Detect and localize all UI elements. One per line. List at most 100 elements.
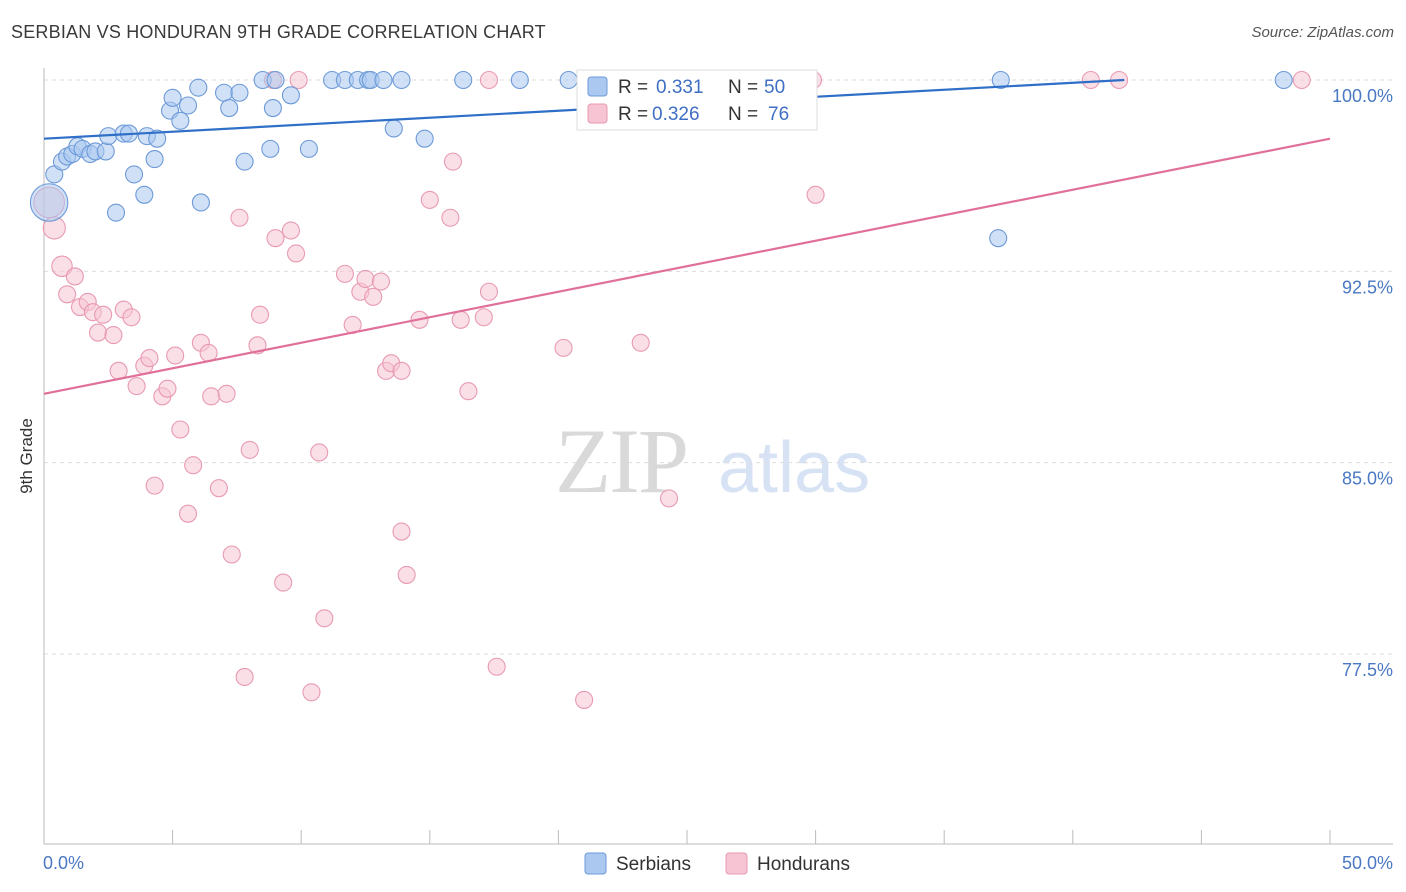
chart-title: SERBIAN VS HONDURAN 9TH GRADE CORRELATIO…	[11, 22, 546, 42]
honduran-point	[392, 522, 411, 541]
honduran-point	[240, 440, 259, 459]
stats-legend: R = 0.331 N = 50 R = 0.326 N = 76	[576, 69, 818, 131]
honduran-point	[209, 479, 228, 498]
honduran-point	[806, 185, 825, 204]
honduran-point	[310, 443, 329, 462]
honduran-point	[145, 476, 164, 495]
honduran-point	[235, 667, 254, 687]
honduran-point	[397, 565, 416, 584]
serbian-point	[106, 203, 126, 222]
serbian-point	[96, 142, 115, 161]
legend-r-label-serbians: R =	[618, 77, 648, 98]
honduran-trend-line	[43, 137, 1331, 395]
honduran-point	[230, 208, 249, 227]
x-tick-label-max: 50.0%	[1342, 853, 1393, 873]
honduran-point	[487, 657, 506, 676]
legend-n-label-serbians: N =	[728, 77, 758, 98]
legend-n-value-hondurans: 76	[768, 104, 789, 125]
honduran-point	[281, 221, 300, 240]
serbian-point	[559, 70, 578, 90]
honduran-point	[289, 70, 308, 90]
y-tick-label: 100.0%	[1332, 86, 1393, 106]
stats-legend-box	[576, 69, 818, 131]
serbian-point	[261, 139, 280, 158]
serbian-point	[148, 129, 167, 148]
honduran-point	[554, 338, 573, 357]
honduran-point	[1081, 70, 1100, 90]
serbian-point	[145, 150, 164, 169]
honduran-point	[315, 609, 334, 628]
honduran-point	[443, 152, 462, 171]
honduran-point	[474, 308, 493, 327]
serbian-point	[191, 193, 210, 212]
honduran-point	[202, 387, 221, 406]
serbian-point	[374, 70, 393, 90]
serbian-point	[510, 70, 529, 90]
serbian-point	[263, 99, 282, 118]
source-credit: Source: ZipAtlas.com	[1251, 24, 1394, 41]
y-tick-label: 92.5%	[1342, 277, 1393, 297]
bottom-legend-serbians: Serbians	[616, 854, 691, 875]
honduran-point	[266, 229, 285, 248]
bottom-legend-swatch-serbians	[584, 852, 607, 875]
series-legend: Serbians Hondurans	[584, 852, 850, 875]
honduran-point	[392, 361, 411, 380]
honduran-point	[659, 489, 679, 508]
honduran-point	[104, 326, 123, 345]
serbian-point	[1274, 70, 1293, 90]
legend-n-label-hondurans: N =	[728, 104, 758, 125]
serbian-point	[214, 83, 234, 102]
honduran-point	[217, 384, 236, 403]
bottom-legend-swatch-hondurans	[725, 852, 748, 875]
honduran-point	[94, 305, 113, 324]
honduran-point	[184, 456, 203, 475]
serbian-point	[29, 183, 69, 222]
honduran-point	[222, 545, 241, 564]
bottom-legend-hondurans: Hondurans	[757, 854, 850, 875]
legend-r-label-hondurans: R =	[618, 104, 648, 125]
legend-r-value-hondurans: 0.326	[652, 104, 700, 125]
honduran-point	[250, 305, 270, 324]
serbian-point	[392, 70, 411, 90]
honduran-point	[302, 683, 321, 702]
honduran-point	[166, 346, 185, 365]
x-tick-label-min: 0.0%	[43, 853, 84, 873]
serbian-point	[989, 229, 1008, 248]
serbian-point	[230, 83, 249, 102]
serbian-point	[384, 119, 403, 138]
honduran-points	[33, 70, 1311, 709]
honduran-point	[335, 264, 354, 283]
serbian-point	[415, 129, 434, 148]
honduran-point	[65, 267, 84, 286]
honduran-point	[88, 323, 108, 342]
honduran-point	[51, 255, 73, 277]
honduran-point	[356, 269, 375, 289]
serbian-point	[189, 78, 208, 97]
serbian-point	[124, 165, 144, 184]
honduran-point	[479, 282, 499, 301]
serbian-point	[220, 99, 239, 118]
serbian-point	[991, 70, 1010, 90]
honduran-point	[178, 504, 198, 523]
honduran-point	[122, 308, 141, 327]
y-tick-label: 85.0%	[1342, 469, 1393, 489]
honduran-point	[58, 285, 77, 304]
honduran-point	[364, 287, 383, 306]
y-axis-label: 9th Grade	[17, 418, 36, 494]
honduran-point	[140, 349, 159, 368]
honduran-point	[451, 310, 470, 329]
y-tick-label: 77.5%	[1342, 660, 1393, 680]
legend-swatch-serbians	[587, 76, 608, 97]
serbian-point	[454, 70, 473, 90]
honduran-point	[274, 573, 293, 592]
legend-n-value-serbians: 50	[764, 77, 785, 98]
serbian-point	[281, 86, 300, 105]
honduran-point	[420, 190, 439, 209]
serbian-point	[178, 96, 198, 115]
honduran-point	[371, 272, 390, 291]
serbian-point	[266, 70, 285, 90]
serbian-point	[171, 111, 190, 130]
honduran-point	[171, 420, 190, 439]
watermark-atlas: atlas	[718, 428, 870, 508]
